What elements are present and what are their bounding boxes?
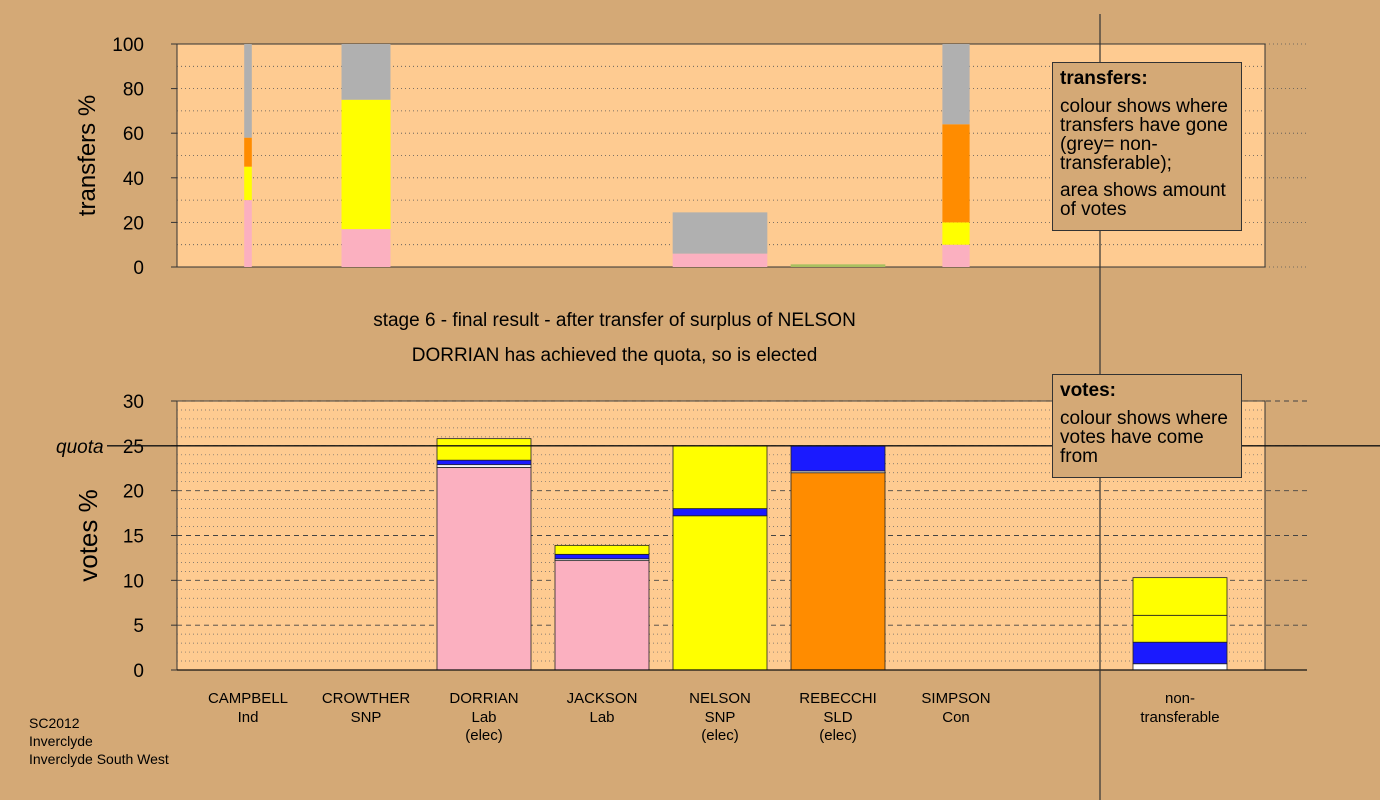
votes-ytick-label: 15 [123,527,144,548]
candidate-name: JACKSON [567,690,638,707]
vote-segment-jackson [554,553,650,560]
candidate-status: (elec) [701,727,739,744]
vote-segment-non-transferable [1132,614,1228,643]
candidate-party: Con [942,709,970,726]
transfer-segment-simpson [942,44,970,125]
transfer-segment-campbell [244,166,252,201]
candidate-party: Lab [589,709,614,726]
vote-segment-dorrian [436,464,532,468]
vote-segment-non-transferable [1132,663,1228,671]
transfer-segment-simpson [942,244,970,267]
candidate-party: Ind [238,709,259,726]
footer: SC2012 Inverclyde Inverclyde South West [29,714,169,768]
transfer-segment-crowther [341,44,391,100]
transfers-ytick-label: 60 [123,124,144,145]
candidate-name: DORRIAN [449,690,518,707]
transfers-legend-text2: area shows amount of votes [1060,180,1226,220]
transfers-legend-text1: colour shows where transfers have gone (… [1060,96,1228,174]
transfer-segment-simpson [942,124,970,223]
transfers-ytick-label: 80 [123,80,144,101]
votes-ytick-label: 30 [123,392,144,413]
transfer-segment-nelson [672,212,768,254]
candidate-name: SIMPSON [921,690,990,707]
candidate-name: NELSON [689,690,751,707]
votes-ytick-label: 25 [123,437,144,458]
transfer-segment-rebecchi [790,264,886,267]
transfers-ytick-label: 20 [123,213,144,234]
vote-segment-dorrian [436,466,532,671]
votes-ytick-label: 10 [123,571,144,592]
candidate-name: CAMPBELL [208,690,288,707]
transfers-legend: transfers: colour shows where transfers … [1052,62,1242,231]
transfer-segment-campbell [244,137,252,167]
transfers-legend-title: transfers: [1060,68,1148,89]
votes-legend-title: votes: [1060,380,1116,401]
vote-segment-dorrian [436,438,532,461]
quota-label: quota [56,437,104,458]
vote-segment-nelson [672,508,768,517]
votes-ylabel: votes % [73,489,103,582]
votes-ytick-label: 20 [123,482,144,503]
vote-segment-non-transferable [1132,641,1228,665]
nontransferable-label: non- [1165,690,1195,707]
transfer-segment-campbell [244,200,252,267]
footer-line3: Inverclyde South West [29,751,169,767]
candidate-party: SNP [705,709,736,726]
vote-segment-dorrian [436,459,532,466]
votes-legend: votes: colour shows where votes have com… [1052,374,1242,478]
transfers-ytick-label: 0 [133,258,144,279]
candidate-status: (elec) [819,727,857,744]
candidate-party: Lab [471,709,496,726]
vote-segment-rebecchi [790,472,886,671]
vote-segment-nelson [672,515,768,671]
footer-line2: Inverclyde [29,733,93,749]
vote-segment-rebecchi [790,445,886,472]
transfer-segment-nelson [672,253,768,267]
votes-ytick-label: 0 [133,661,144,682]
candidate-status: (elec) [465,727,503,744]
vote-segment-nelson [672,445,768,510]
nontransferable-label: transferable [1140,709,1219,726]
transfer-segment-campbell [244,44,252,138]
stage-title: stage 6 - final result - after transfer … [373,310,856,331]
vote-segment-jackson [554,544,650,555]
votes-ytick-label: 5 [133,616,144,637]
elected-title: DORRIAN has achieved the quota, so is el… [411,345,818,366]
transfer-segment-simpson [942,222,970,245]
transfers-ytick-label: 40 [123,169,144,190]
transfer-segment-crowther [341,229,391,267]
transfers-ylabel: transfers % [74,95,101,216]
votes-legend-text1: colour shows where votes have come from [1060,408,1228,467]
vote-segment-jackson [554,560,650,671]
candidate-name: REBECCHI [799,690,877,707]
vote-segment-non-transferable [1132,577,1228,616]
transfers-ytick-label: 100 [112,35,144,56]
transfer-segment-crowther [341,99,391,230]
candidate-party: SNP [351,709,382,726]
footer-line1: SC2012 [29,715,80,731]
candidate-party: SLD [823,709,852,726]
candidate-name: CROWTHER [322,690,410,707]
